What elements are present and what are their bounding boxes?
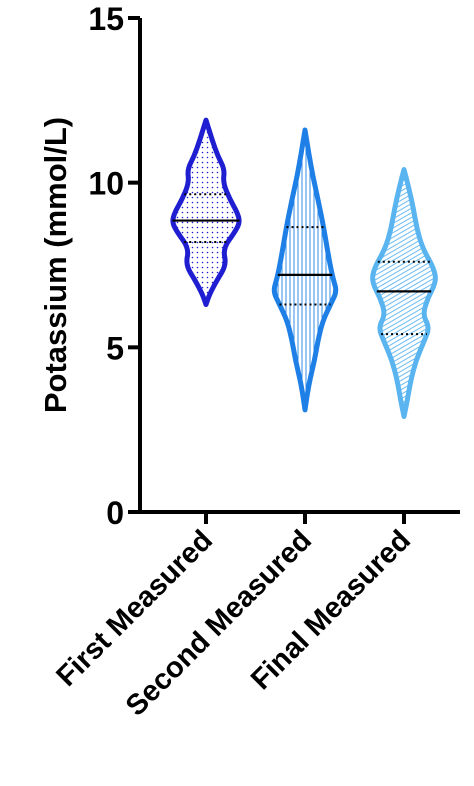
violin-second-measured <box>271 127 339 413</box>
y-ticks: 0 5 10 15 <box>88 1 140 531</box>
y-tick-label: 15 <box>88 1 124 37</box>
violin-first-measured <box>170 117 242 307</box>
y-tick-label: 5 <box>106 330 124 366</box>
violin-final-measured <box>370 167 438 419</box>
y-tick-label: 0 <box>106 495 124 531</box>
violin-body <box>370 167 438 419</box>
x-tick-label: Second Measured <box>120 524 318 722</box>
axes <box>138 18 460 514</box>
violins <box>170 117 438 419</box>
violin-body <box>271 127 339 413</box>
y-axis-title: Potassium (mmol/L) <box>38 117 73 413</box>
violin-body <box>170 117 242 307</box>
y-tick-label: 10 <box>88 166 124 202</box>
